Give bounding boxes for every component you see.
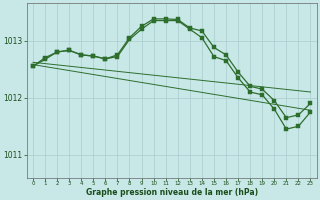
X-axis label: Graphe pression niveau de la mer (hPa): Graphe pression niveau de la mer (hPa) bbox=[86, 188, 258, 197]
